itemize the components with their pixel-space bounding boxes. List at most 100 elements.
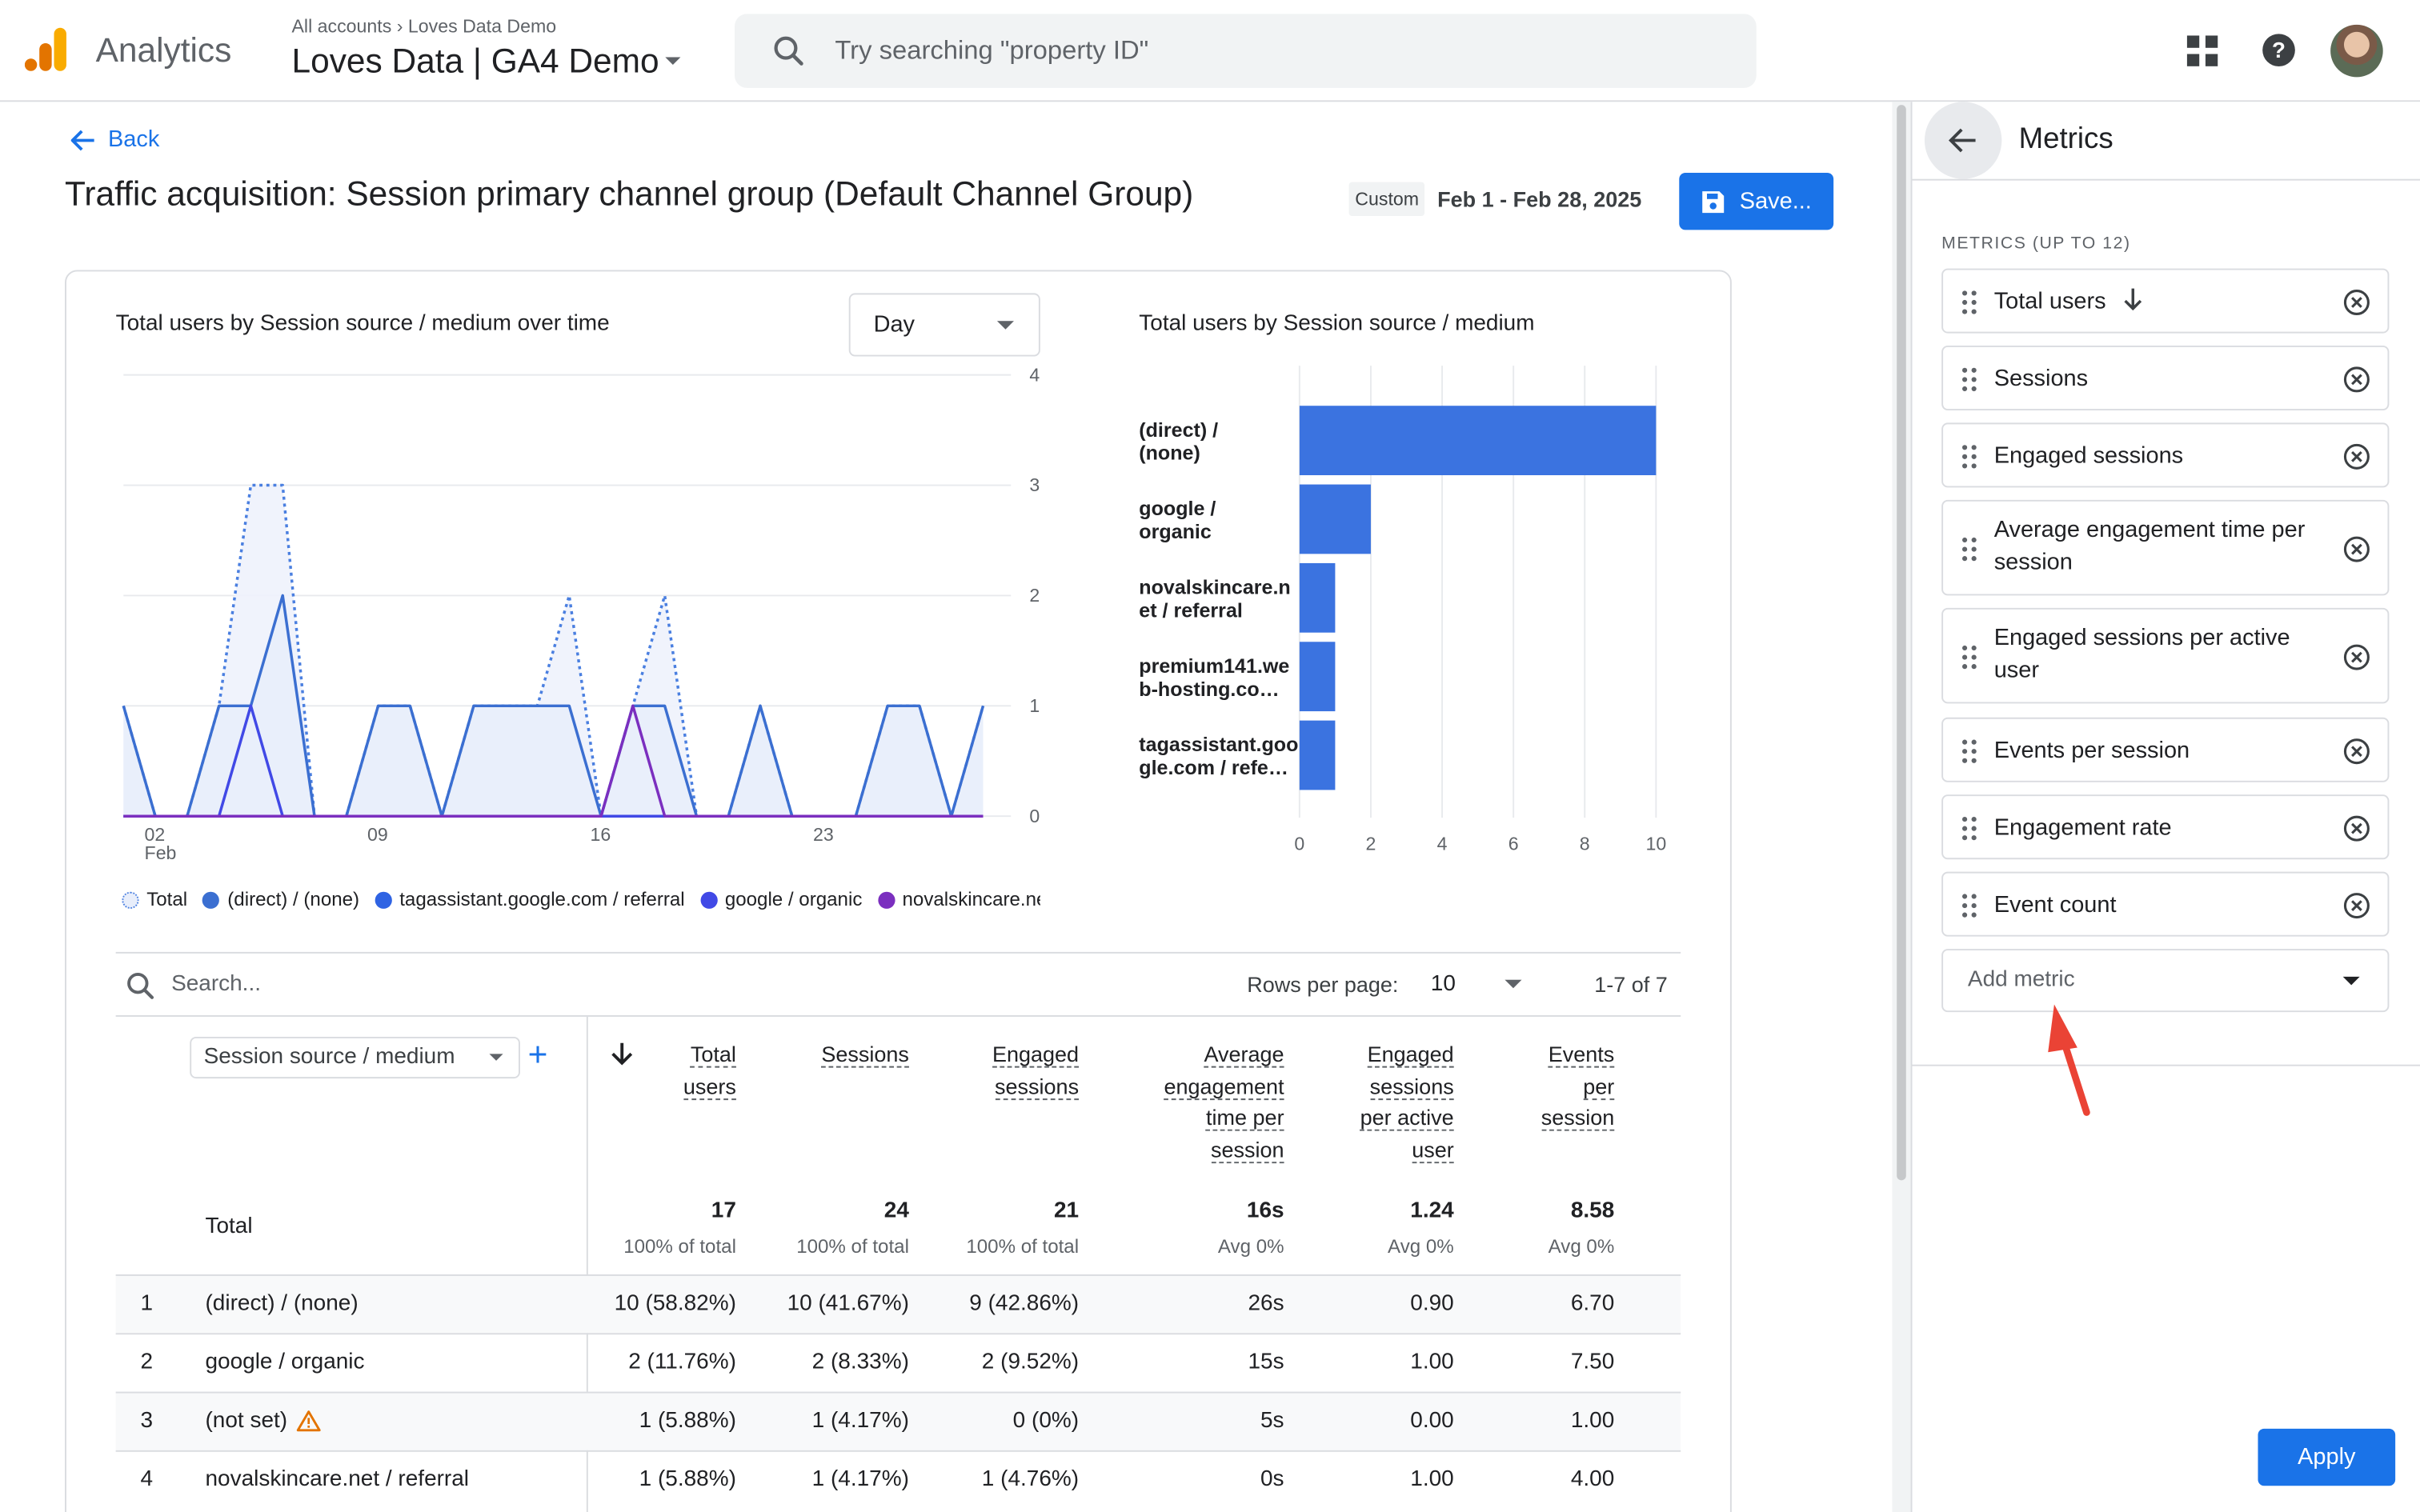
search-placeholder: Try searching "property ID" bbox=[835, 35, 1149, 65]
avatar[interactable] bbox=[2330, 24, 2383, 78]
metric-item[interactable]: Total users bbox=[1941, 268, 2390, 334]
help-icon[interactable]: ? bbox=[2261, 32, 2296, 67]
table-cell: 0.90 bbox=[1410, 1291, 1454, 1317]
row-dimension[interactable]: (not set) bbox=[205, 1409, 322, 1434]
series-line[interactable] bbox=[122, 483, 985, 818]
x-tick-label: 8 bbox=[1580, 834, 1590, 854]
remove-circle-icon[interactable] bbox=[2343, 442, 2371, 470]
bar[interactable] bbox=[1299, 642, 1336, 712]
drag-handle-icon[interactable] bbox=[1961, 290, 1977, 315]
column-header-text: Total bbox=[690, 1041, 736, 1068]
table-row[interactable]: 1 (direct) / (none) 10 (58.82%) 10 (41.67%)… bbox=[115, 1274, 1681, 1334]
crumb-all-accounts[interactable]: All accounts bbox=[291, 15, 392, 38]
column-header[interactable]: Engaged sessions per active user bbox=[1268, 1038, 1454, 1165]
global-search[interactable]: Try searching "property ID" bbox=[734, 14, 1757, 88]
sort-descending-icon[interactable] bbox=[2122, 287, 2143, 312]
bar[interactable] bbox=[1299, 484, 1371, 554]
drag-handle-icon[interactable] bbox=[1961, 894, 1977, 918]
table-cell: 1 (4.17%) bbox=[811, 1408, 909, 1434]
granularity-select[interactable]: Day bbox=[848, 293, 1040, 357]
total-value: 17 bbox=[711, 1198, 736, 1224]
total-row-label: Total bbox=[205, 1214, 253, 1239]
legend-item[interactable]: google / organic bbox=[699, 886, 862, 914]
warning-icon[interactable] bbox=[297, 1410, 322, 1432]
column-header[interactable]: Total users bbox=[551, 1038, 736, 1102]
crumb-account[interactable]: Loves Data Demo bbox=[407, 15, 557, 38]
apply-button[interactable]: Apply bbox=[2258, 1428, 2396, 1486]
caret-down-icon[interactable] bbox=[1504, 979, 1522, 990]
metric-item[interactable]: Engaged sessions per active user bbox=[1941, 607, 2390, 704]
remove-circle-icon[interactable] bbox=[2343, 814, 2371, 842]
column-header-text: Average bbox=[1204, 1041, 1284, 1068]
dimension-select[interactable]: Session source / medium bbox=[190, 1036, 520, 1079]
date-range-picker[interactable]: Custom Feb 1 - Feb 28, 2025 bbox=[1348, 182, 1641, 216]
row-dimension[interactable]: google / organic bbox=[205, 1350, 364, 1374]
legend-item[interactable]: Total bbox=[122, 886, 187, 914]
bar[interactable] bbox=[1299, 562, 1336, 633]
remove-circle-icon[interactable] bbox=[2343, 738, 2371, 766]
column-header[interactable]: Events per session bbox=[1429, 1038, 1614, 1134]
line-chart-title: Total users by Session source / medium o… bbox=[115, 311, 610, 337]
save-label: Save... bbox=[1739, 188, 1812, 215]
x-tick-label: 0 bbox=[1294, 834, 1304, 854]
account-breadcrumb[interactable]: All accounts › Loves Data Demo bbox=[291, 15, 556, 37]
drag-handle-icon[interactable] bbox=[1961, 444, 1977, 469]
main-scrollbar-thumb[interactable] bbox=[1897, 105, 1906, 1181]
add-dimension-button[interactable]: + bbox=[527, 1035, 548, 1074]
metric-item[interactable]: Event count bbox=[1941, 871, 2390, 937]
analytics-logo-icon[interactable] bbox=[24, 26, 68, 73]
column-header[interactable]: Sessions bbox=[723, 1038, 909, 1070]
metrics-limit-label: METRICS (UP TO 12) bbox=[1941, 234, 2131, 254]
bar-chart: 0 2 4 6 8 10 (direct) /(none) google /organic no… bbox=[1139, 366, 1666, 854]
remove-circle-icon[interactable] bbox=[2343, 535, 2371, 563]
rows-per-page-select[interactable]: 10 bbox=[1430, 971, 1456, 997]
add-metric-placeholder: Add metric bbox=[1967, 967, 2075, 993]
x-tick-label: 23 bbox=[813, 824, 834, 845]
drag-handle-icon[interactable] bbox=[1961, 739, 1977, 764]
table-row[interactable]: 2 google / organic 2 (11.76%) 2 (8.33%) 2 (9… bbox=[115, 1333, 1681, 1391]
legend-item[interactable]: novalskincare.net / referral bbox=[877, 886, 1040, 914]
back-link[interactable]: Back bbox=[70, 126, 159, 153]
row-dimension[interactable]: novalskincare.net / referral bbox=[205, 1467, 469, 1492]
bar[interactable] bbox=[1299, 720, 1336, 790]
metric-item[interactable]: Average engagement time per session bbox=[1941, 499, 2390, 596]
column-header-text: sessions bbox=[995, 1073, 1080, 1100]
remove-circle-icon[interactable] bbox=[2343, 366, 2371, 394]
save-button[interactable]: Save... bbox=[1679, 172, 1834, 230]
metric-item[interactable]: Engagement rate bbox=[1941, 794, 2390, 860]
bar[interactable] bbox=[1299, 406, 1657, 475]
metric-label: Total users bbox=[1994, 286, 2143, 318]
metric-item[interactable]: Events per session bbox=[1941, 717, 2390, 782]
row-dimension[interactable]: (direct) / (none) bbox=[205, 1291, 358, 1316]
panel-back-button[interactable] bbox=[1924, 102, 2002, 179]
series-line[interactable] bbox=[123, 704, 984, 818]
legend-item[interactable]: tagassistant.google.com / referral bbox=[375, 886, 685, 914]
top-bar: Analytics All accounts › Loves Data Demo… bbox=[0, 0, 2420, 102]
table-row[interactable]: 3 (not set) 1 (5.88%) 1 (4.17%) 0 (0%) 5s 0.00… bbox=[115, 1391, 1681, 1450]
remove-circle-icon[interactable] bbox=[2343, 892, 2371, 920]
drag-handle-icon[interactable] bbox=[1961, 816, 1977, 841]
drag-handle-icon[interactable] bbox=[1961, 537, 1977, 562]
metric-item[interactable]: Sessions bbox=[1941, 345, 2390, 410]
table-search-input[interactable]: Search... bbox=[171, 971, 261, 997]
drag-handle-icon[interactable] bbox=[1961, 367, 1977, 392]
total-subtext: 100% of total bbox=[623, 1235, 736, 1258]
remove-circle-icon[interactable] bbox=[2343, 643, 2371, 671]
table-row[interactable]: 4 novalskincare.net / referral 1 (5.88%) 1 … bbox=[115, 1450, 1681, 1509]
drag-handle-icon[interactable] bbox=[1961, 645, 1977, 670]
metric-item[interactable]: Engaged sessions bbox=[1941, 422, 2390, 488]
metric-label: Engaged sessions bbox=[1994, 440, 2310, 473]
metric-label: Engagement rate bbox=[1994, 811, 2310, 844]
apps-grid-icon[interactable] bbox=[2186, 35, 2218, 66]
total-value: 24 bbox=[883, 1198, 909, 1224]
column-header[interactable]: Engaged sessions bbox=[894, 1038, 1080, 1102]
remove-circle-icon[interactable] bbox=[2343, 289, 2371, 317]
sort-descending-icon[interactable] bbox=[611, 1042, 633, 1066]
legend-item[interactable]: (direct) / (none) bbox=[202, 886, 359, 914]
column-header[interactable]: Average engagement time per session bbox=[1099, 1038, 1284, 1165]
property-selector[interactable]: Loves Data | GA4 Demo bbox=[291, 42, 681, 82]
metric-label: Average engagement time per session bbox=[1994, 514, 2310, 578]
add-metric-select[interactable]: Add metric bbox=[1941, 949, 2390, 1013]
category-label: et / referral bbox=[1139, 599, 1243, 622]
